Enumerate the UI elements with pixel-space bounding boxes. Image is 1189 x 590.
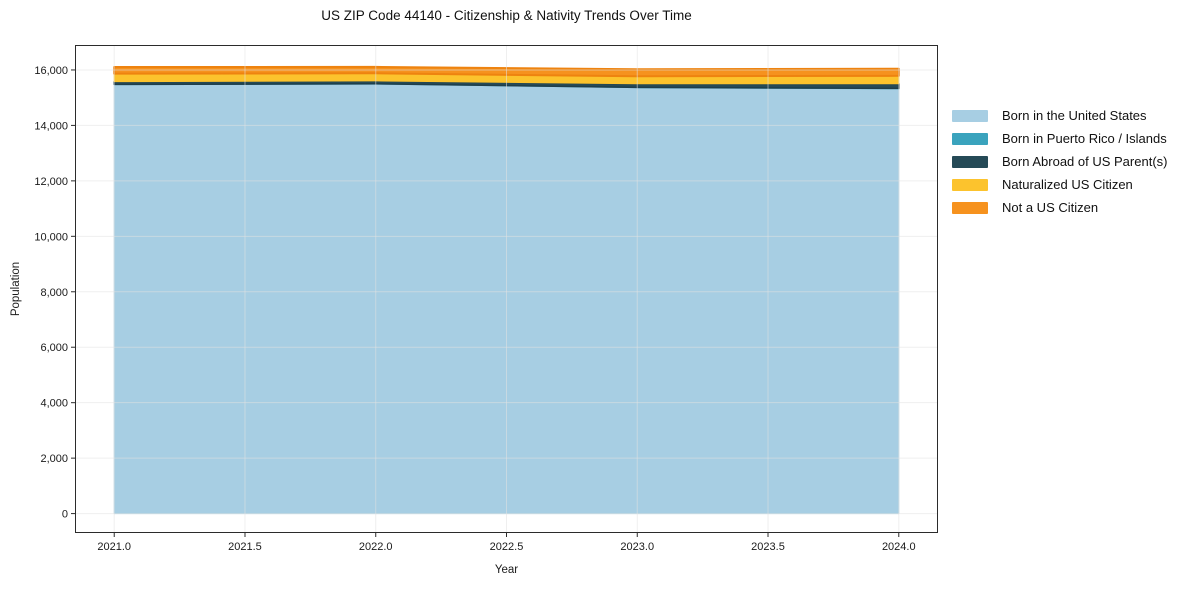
legend-swatch-icon: [952, 201, 988, 214]
legend-swatch-icon: [952, 132, 988, 145]
legend-item: Born in Puerto Rico / Islands: [952, 127, 1167, 150]
legend-swatch-icon: [952, 178, 988, 191]
legend-item: Born in the United States: [952, 104, 1167, 127]
legend-label: Born in the United States: [1002, 108, 1147, 123]
legend-label: Born in Puerto Rico / Islands: [1002, 131, 1167, 146]
x-tick-label: 2024.0: [882, 541, 916, 553]
chart-title: US ZIP Code 44140 - Citizenship & Nativi…: [321, 8, 692, 23]
y-tick-label: 6,000: [40, 342, 68, 354]
y-tick-label: 12,000: [34, 176, 68, 188]
x-tick-label: 2021.5: [228, 541, 262, 553]
y-tick-label: 14,000: [34, 120, 68, 132]
x-tick-label: 2023.5: [751, 541, 785, 553]
plot-frame: [75, 45, 938, 533]
x-tick-label: 2022.0: [359, 541, 393, 553]
y-tick-label: 0: [62, 509, 68, 521]
legend-swatch-icon: [952, 109, 988, 122]
y-tick-label: 8,000: [40, 287, 68, 299]
y-tick-label: 16,000: [34, 65, 68, 77]
y-tick-label: 4,000: [40, 398, 68, 410]
legend-label: Not a US Citizen: [1002, 200, 1099, 215]
y-axis-label: Population: [10, 261, 22, 317]
chart-legend: Born in the United States Born in Puerto …: [952, 104, 1167, 219]
legend-label: Naturalized US Citizen: [1002, 177, 1133, 192]
legend-item: Not a US Citizen: [952, 196, 1167, 219]
x-tick-label: 2023.0: [620, 541, 654, 553]
legend-swatch-icon: [952, 155, 988, 168]
x-axis-label: Year: [494, 564, 519, 576]
x-tick-label: 2022.5: [490, 541, 524, 553]
legend-item: Naturalized US Citizen: [952, 173, 1167, 196]
legend-label: Born Abroad of US Parent(s): [1002, 154, 1168, 169]
y-tick-label: 10,000: [34, 231, 68, 243]
y-tick-label: 2,000: [40, 453, 68, 465]
x-tick-label: 2021.0: [97, 541, 131, 553]
legend-item: Born Abroad of US Parent(s): [952, 150, 1167, 173]
